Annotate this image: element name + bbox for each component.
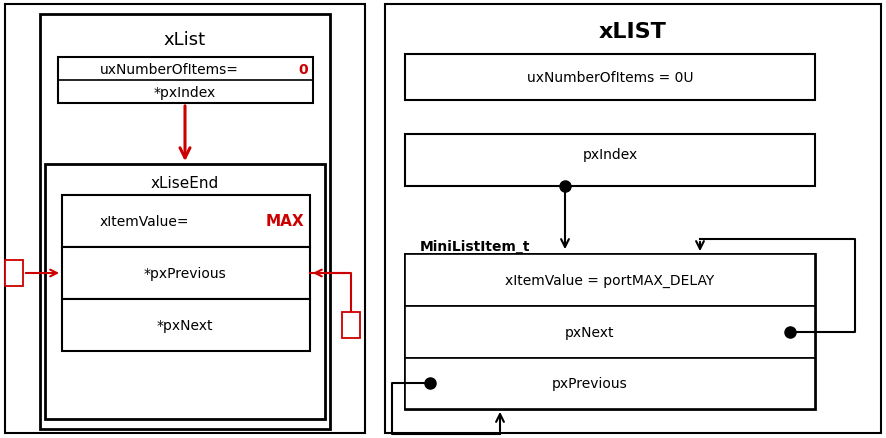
Bar [40, 15, 330, 429]
Bar [405, 254, 815, 306]
Text: 0: 0 [299, 63, 308, 77]
Text: xItemValue=: xItemValue= [100, 215, 190, 229]
Text: xLiseEnd: xLiseEnd [151, 176, 219, 191]
Text: MAX: MAX [266, 214, 304, 229]
Bar [405, 358, 815, 409]
Text: uxNumberOfItems=: uxNumberOfItems= [100, 63, 239, 77]
Text: *pxNext: *pxNext [157, 318, 214, 332]
Text: xLIST: xLIST [599, 22, 667, 42]
Text: *pxIndex: *pxIndex [154, 86, 216, 100]
Bar [385, 5, 881, 433]
Text: MiniListItem_t: MiniListItem_t [420, 240, 531, 254]
Bar [342, 312, 360, 338]
Bar [405, 254, 815, 409]
Text: xItemValue = portMAX_DELAY: xItemValue = portMAX_DELAY [505, 273, 715, 287]
Bar [62, 195, 310, 247]
Text: uxNumberOfItems = 0U: uxNumberOfItems = 0U [527, 71, 693, 85]
Text: pxIndex: pxIndex [582, 148, 638, 162]
Bar [62, 299, 310, 351]
Text: pxNext: pxNext [565, 325, 615, 339]
Bar [405, 135, 815, 187]
Text: xList: xList [164, 31, 206, 49]
Text: *pxPrevious: *pxPrevious [144, 266, 227, 280]
Text: pxPrevious: pxPrevious [552, 376, 628, 390]
Bar [405, 306, 815, 358]
Bar [5, 261, 23, 286]
Bar [5, 5, 365, 433]
Bar [45, 165, 325, 419]
Bar [58, 58, 313, 104]
Bar [405, 55, 815, 101]
Bar [62, 247, 310, 299]
